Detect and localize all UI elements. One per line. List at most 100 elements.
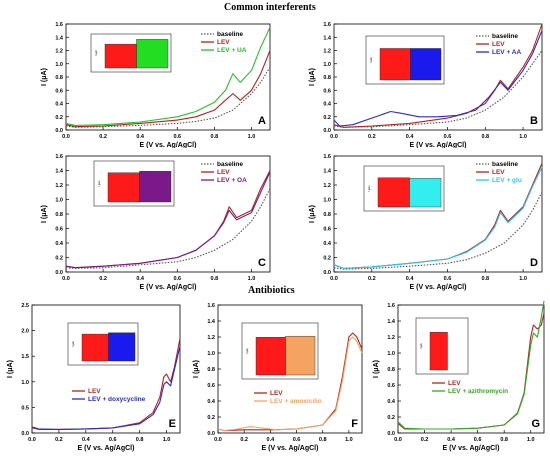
x-axis-label: E (V vs. Ag/AgCl) [78,445,135,452]
y-tick-label: 0.8 [55,212,63,218]
y-tick-label: 0.4 [55,241,64,247]
y-tick-label: 0.0 [55,128,63,134]
series-line-lev-ua [65,27,271,126]
y-axis-label: I (μA) [373,360,380,378]
y-tick-label: 1.4 [387,319,396,325]
y-tick-label: 1.0 [207,351,215,357]
y-tick-label: 0.6 [387,383,395,389]
inset-bar [379,48,411,81]
series-line-lev-amoxicilin [217,336,363,432]
x-tick-label: 1.0 [519,276,527,282]
inset-bar-label: LEV + glu [420,175,431,178]
panel-f: 0.0 0.2 0.4 0.6 0.8 1.0 0.0 0.2 0.4 0.6 0.8 1.0 1.2 1… [193,303,363,452]
x-axis-label: E (V vs. Ag/AgCl) [410,142,467,148]
x-tick-label: 0.6 [444,276,452,282]
panel-letter: F [351,418,358,430]
panel-c: 0.0 0.2 0.4 0.6 0.8 1.0 0.0 0.2 0.4 0.6 0.8 1.0 1.2 1… [41,154,271,291]
x-tick-label: 0.8 [481,134,489,140]
inset-bar [255,337,286,376]
panel-letter: D [530,257,538,269]
y-tick-label: 0.5 [21,405,29,411]
x-tick-label: 0.6 [173,134,181,140]
x-tick-label: 0.8 [211,276,219,282]
series-line-lev [65,50,271,128]
x-tick-label: 0.6 [444,134,452,140]
x-tick-label: 0.0 [330,276,338,282]
y-tick-label: 0.0 [207,431,215,437]
legend-entry: LEV [270,390,283,397]
x-tick-label: 0.6 [173,276,181,282]
x-tick-label: 0.2 [99,276,107,282]
legend-entry: LEV [492,169,505,176]
x-tick-label: 1.0 [248,276,256,282]
x-tick-label: 0.2 [240,437,248,443]
panel-letter: A [258,115,266,127]
y-tick-label: 1.4 [55,169,64,175]
y-tick-label: 0.2 [55,256,63,262]
x-tick-label: 0.8 [211,134,219,140]
x-tick-label: 0.8 [136,437,144,443]
y-tick-label: 0.8 [387,367,395,373]
legend-entry: baseline [492,161,518,168]
y-tick-label: 1.6 [55,22,63,28]
series-line-lev-oa [65,171,271,269]
series-line-baseline [65,66,271,128]
x-tick-label: 0.0 [62,134,70,140]
y-tick-label: 1.2 [207,335,215,341]
legend-entry: LEV + glu [492,177,522,184]
x-tick-label: 0.2 [368,276,376,282]
inset-y-label: I (μA) [95,50,98,56]
x-tick-label: 0.4 [406,276,415,282]
y-tick-label: 1.6 [323,154,331,160]
inset-y-label: I (μA) [98,180,101,186]
y-axis-label: I (μA) [309,68,316,86]
inset-bar-label: LEV [118,41,123,44]
series-line-lev-azithromycin [397,300,545,430]
x-axis-label: E (V vs. Ag/AgCl) [140,284,197,291]
y-axis-label: I (μA) [41,205,48,223]
y-tick-label: 0.8 [323,75,331,81]
y-tick-label: 0.6 [323,227,331,233]
x-tick-label: 0.0 [28,437,36,443]
inset-y-label: I (μA) [246,348,249,354]
y-tick-label: 0.0 [55,270,63,276]
x-tick-label: 0.6 [109,437,117,443]
y-tick-label: 0.2 [323,256,331,262]
inset-bar-label: LEV [393,45,398,48]
x-tick-label: 0.0 [214,437,222,443]
panel-b: 0.0 0.2 0.4 0.6 0.8 1.0 0.0 0.2 0.4 0.6 0.8 1.0 1.2 1… [309,22,543,148]
x-tick-label: 0.6 [474,437,482,443]
y-tick-label: 0.0 [21,431,29,437]
x-tick-label: 0.2 [368,134,376,140]
inset-bar-label: LEV [391,175,396,178]
y-tick-label: 0.8 [207,367,215,373]
y-tick-label: 1.0 [387,351,395,357]
y-tick-label: 0.6 [207,383,215,389]
legend-entry: LEV [217,39,230,46]
inset-bar [429,332,448,371]
inset-y-label: I (μA) [420,343,423,349]
x-tick-label: 0.6 [293,437,301,443]
legend-entry: LEV + azithromycin [448,388,508,395]
series-line-lev-doxycycline [31,345,181,430]
y-tick-label: 1.0 [323,198,331,204]
y-tick-label: 0.4 [207,399,216,405]
y-tick-label: 0.0 [323,128,331,134]
x-tick-label: 0.4 [136,276,145,282]
x-tick-label: 0.2 [421,437,429,443]
y-tick-label: 0.6 [55,227,63,233]
inset-y-label: I (μA) [368,185,371,191]
legend-entry: LEV + UA [217,47,247,54]
x-tick-label: 0.0 [62,276,70,282]
x-tick-label: 1.0 [345,437,353,443]
y-tick-label: 1.6 [55,154,63,160]
y-tick-label: 1.0 [55,198,63,204]
x-axis-label: E (V vs. Ag/AgCl) [140,142,197,148]
inset-bar-label: LEV + OA [150,168,161,171]
legend-entry: LEV [88,388,101,395]
legend-entry: baseline [492,33,518,40]
inset-bar-label: LEV + UA [147,36,158,39]
inset-bar [104,43,137,69]
x-tick-label: 0.4 [406,134,415,140]
